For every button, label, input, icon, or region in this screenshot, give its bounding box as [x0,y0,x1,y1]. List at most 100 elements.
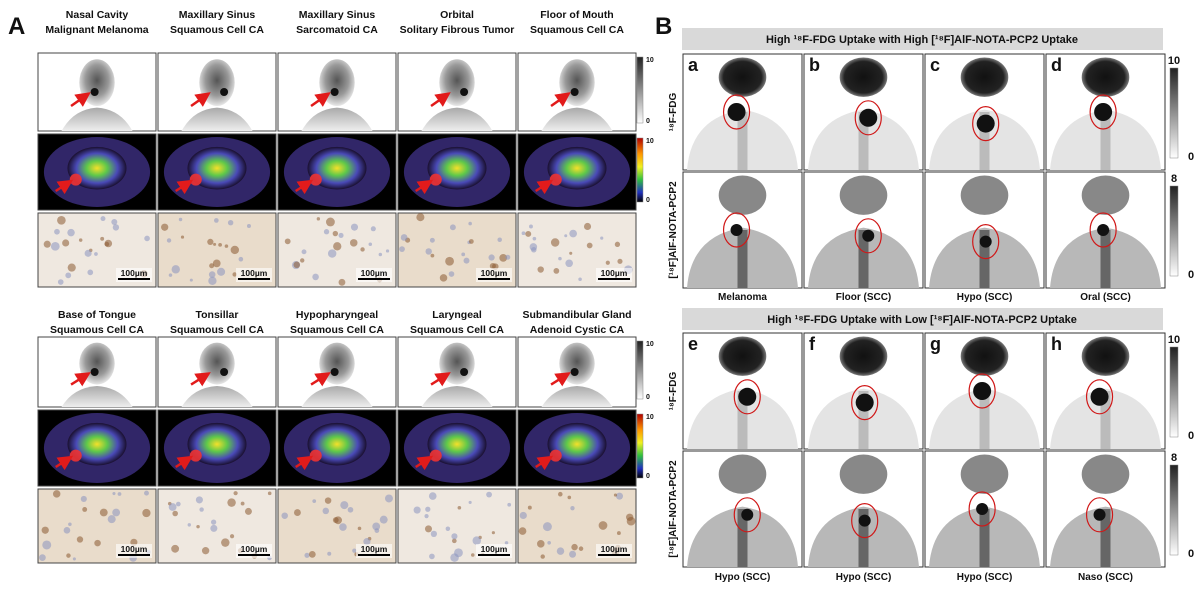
colorbar-label: 0 [646,197,650,204]
histology-cell [428,492,437,500]
histology-cell [626,516,636,526]
histology-cell [171,265,180,274]
tile-title: Squamous Cell CA [50,324,144,336]
histology-cell [67,228,75,237]
histology-cell [326,217,335,227]
pet-arrow [310,92,331,108]
pet-arrow [310,372,331,387]
mip-lesion [727,103,746,121]
pet-head [79,59,115,107]
mip-head [960,175,1009,215]
pet-arrow [430,92,451,108]
tumor-contour [854,100,882,136]
histology-cell [57,215,66,225]
histology-cell [384,494,393,503]
pet-lesion [90,368,99,376]
histology-cell [104,239,113,248]
fused-hotspot [69,173,82,186]
mip-lesion [862,229,875,242]
scale-bar-label: 100µm [361,268,388,278]
histology-cell [207,238,214,246]
histology-cell [187,523,191,527]
colorbar-label: 8 [1171,173,1177,185]
histology-cell [230,245,240,255]
histology-cell [416,213,425,222]
histology-cell [529,224,533,229]
histology-cell [142,508,151,518]
fused-uptake [427,422,487,466]
tumor-contour [968,373,996,409]
histology-cell [43,240,51,248]
mip-spine [1100,112,1111,170]
tile-title: Laryngeal [432,309,482,321]
pet-body [541,386,613,407]
histology-cell [452,538,457,544]
mip-spine [737,391,748,449]
histology-cell [565,259,573,268]
histology-cell [240,501,245,506]
tile-title: Squamous Cell CA [170,324,264,336]
histology-cell [488,254,495,261]
case-label: Melanoma [718,292,767,303]
histology-cell [232,272,237,277]
histology-cell [451,533,458,540]
histology-cell [316,217,321,221]
histology-cell [529,243,538,251]
histology-cell [448,271,455,277]
mip-head [960,57,1009,97]
histology-cell [445,526,451,532]
histology-cell [486,491,492,498]
histology-cell [504,541,509,545]
pet-lesion [90,88,99,96]
colorbar-label: 10 [646,57,654,64]
histology-cell [66,553,71,558]
colorbar-label: 10 [1168,55,1180,67]
fused-uptake [187,146,247,190]
pet-head [319,59,355,107]
histology-cell [378,252,383,257]
pet-lesion [460,88,469,96]
histology-cell [468,239,474,244]
histology-cell [212,259,221,268]
case-letter: h [1051,334,1062,354]
pet-lesion [570,368,579,376]
histology-cell [430,530,438,538]
fused-arrow [175,455,194,471]
pet-head [439,59,475,107]
case-letter: a [688,55,699,75]
mip-lesion [858,514,871,527]
histology-cell [217,267,226,276]
tile-title: Floor of Mouth [540,9,613,21]
histology-cell [556,547,565,555]
histology-cell [229,534,235,539]
histology-cell [210,519,217,525]
histology-cell [233,491,238,496]
histology-cell [360,247,365,252]
case-label: Hypo (SCC) [957,292,1013,303]
tile-title: Tonsillar [196,309,239,321]
mip-head [839,175,888,215]
tumor-contour [722,94,751,130]
histology-cell [567,495,572,500]
pet-body [301,107,373,131]
colorbar-label: 0 [646,394,650,401]
colorbar-label: 8 [1171,452,1177,464]
mip-spine [979,509,990,567]
histology-cell [324,497,332,504]
colorbar [1169,346,1179,438]
histology-cell [201,547,210,555]
mip-spine [858,112,869,170]
histology-cell [65,272,72,279]
histology-cell [180,235,185,239]
histology-cell [308,550,316,558]
mip-spine [979,391,990,449]
histology-image [397,212,517,288]
pet-head [559,342,595,385]
histology-cell [600,236,604,240]
colorbar [1169,464,1179,556]
mip-lesion [976,503,989,515]
fused-arrow [295,455,314,471]
histology-cell [312,499,317,504]
mip-lesion [979,235,992,248]
histology-cell [338,278,346,286]
